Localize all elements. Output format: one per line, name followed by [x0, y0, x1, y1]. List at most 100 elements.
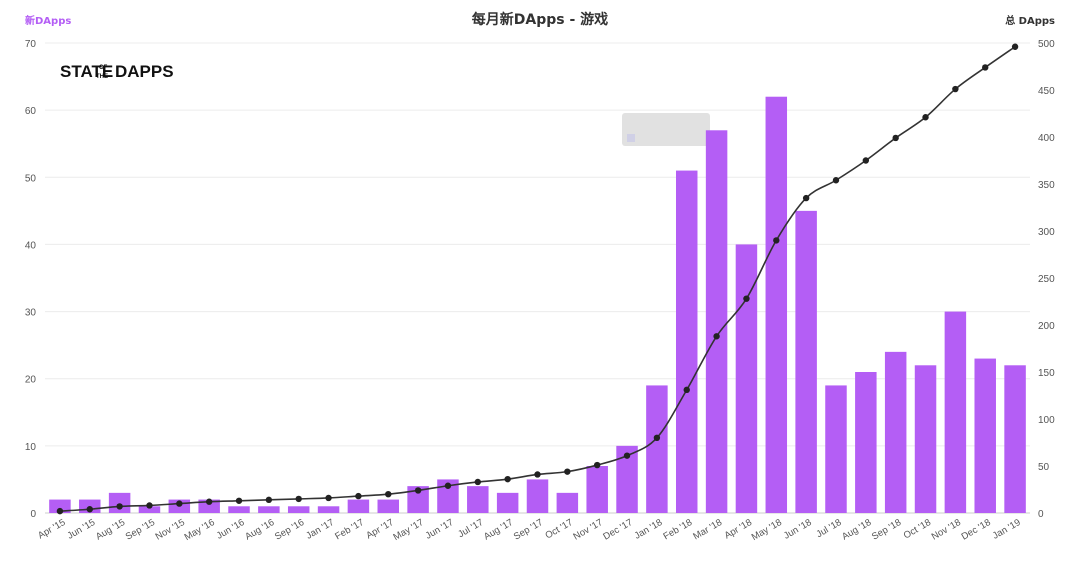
bar — [287, 506, 310, 513]
line-point — [593, 461, 601, 469]
bar — [765, 96, 788, 513]
line-point — [474, 478, 482, 486]
x-tick-label: Dec '18 — [960, 517, 993, 542]
line-point — [683, 386, 690, 394]
x-tick-label: Nov '18 — [930, 517, 963, 542]
bar — [586, 466, 608, 513]
line-point — [146, 502, 153, 509]
line-point — [623, 452, 631, 459]
logo-of: OF — [99, 65, 108, 71]
line-point — [534, 471, 541, 478]
x-tick-label: Feb '17 — [333, 517, 366, 542]
line-point — [235, 497, 243, 504]
line-point — [355, 492, 362, 500]
x-tick-label: Oct '17 — [544, 517, 575, 541]
x-tick-label: Jan '19 — [991, 517, 1023, 542]
bar — [1004, 365, 1026, 513]
line-point — [982, 64, 989, 71]
x-tick-label: Mar '18 — [691, 517, 724, 542]
bar — [974, 358, 996, 513]
line-point — [952, 85, 959, 93]
bar — [407, 486, 429, 513]
logo-the: THE — [96, 74, 108, 80]
tooltip-placeholder — [622, 113, 710, 146]
left-tick-label: 40 — [25, 240, 37, 251]
line-point — [862, 157, 870, 164]
x-tick-label: Sep '18 — [870, 517, 903, 542]
bar — [675, 170, 698, 514]
bar — [467, 486, 489, 513]
bar — [944, 311, 967, 513]
x-tick-label: Jun '18 — [782, 517, 814, 542]
line-point — [116, 503, 123, 510]
right-tick-label: 350 — [1038, 180, 1055, 191]
x-tick-label: May '17 — [392, 517, 426, 543]
line-point — [325, 494, 332, 502]
bar — [795, 210, 817, 513]
line-point — [295, 495, 302, 503]
logo: STATE OF THE DAPPS — [60, 62, 174, 81]
line-point — [414, 487, 422, 494]
gridlines — [45, 42, 1030, 514]
x-tick-label: Apr '18 — [723, 517, 754, 541]
left-tick-label: 0 — [30, 509, 36, 520]
x-tick-label: Sep '16 — [273, 517, 306, 542]
line-point — [205, 498, 213, 505]
line-point — [504, 475, 511, 483]
line-point — [385, 491, 392, 498]
x-tick-label: Feb '18 — [662, 517, 695, 542]
x-tick-label: Dec '17 — [601, 517, 634, 542]
bar — [108, 492, 131, 513]
bar — [138, 506, 161, 513]
right-tick-label: 200 — [1038, 321, 1055, 332]
right-tick-label: 300 — [1038, 227, 1055, 238]
bar — [198, 499, 220, 513]
left-tick-label: 20 — [25, 375, 37, 386]
line-point — [265, 496, 273, 504]
bar — [228, 506, 250, 513]
bar — [437, 479, 459, 513]
line-point — [653, 434, 661, 441]
bar — [705, 130, 728, 514]
left-tick-label: 70 — [25, 39, 37, 50]
logo-dapps: DAPPS — [115, 62, 174, 81]
line-point — [56, 507, 64, 515]
x-tick-label: May '18 — [750, 517, 784, 543]
right-tick-label: 250 — [1038, 274, 1055, 285]
x-tick-label: Jan '17 — [304, 517, 336, 542]
right-tick-label: 0 — [1038, 509, 1044, 520]
bar — [616, 445, 638, 513]
x-tick-label: Jan '18 — [633, 517, 665, 542]
right-axis-ticks: 0 50 100 150 200 250 300 350 400 450 500 — [1038, 39, 1055, 520]
x-tick-label: Sep '17 — [512, 517, 545, 542]
bar — [646, 385, 668, 513]
line-point — [892, 134, 899, 142]
x-tick-label: Apr '15 — [36, 517, 67, 541]
x-tick-label: Sep '15 — [124, 517, 157, 542]
chart-title: 每月新DApps - 游戏 — [472, 11, 608, 28]
bar — [496, 492, 519, 513]
bar — [377, 499, 400, 513]
bar — [825, 385, 847, 513]
bar — [49, 499, 71, 513]
left-axis-label: 新DApps — [25, 14, 71, 27]
left-tick-label: 60 — [25, 106, 37, 117]
line-point — [773, 237, 780, 244]
x-tick-label: Aug '18 — [840, 517, 873, 542]
line-point — [743, 295, 750, 302]
line-point — [802, 194, 810, 202]
left-tick-label: 50 — [25, 173, 37, 184]
x-tick-label: Jun '15 — [65, 517, 97, 542]
bar — [855, 372, 877, 513]
x-tick-label: Aug '15 — [94, 517, 127, 542]
x-tick-label: Jun '16 — [215, 517, 247, 542]
right-tick-label: 500 — [1038, 39, 1055, 50]
bar — [347, 499, 370, 513]
bar — [258, 506, 280, 513]
x-tick-label: Apr '17 — [364, 517, 395, 541]
bar — [317, 506, 340, 513]
bar — [884, 351, 907, 513]
x-tick-label: Jul '17 — [456, 517, 485, 540]
bar-series — [49, 96, 1026, 514]
